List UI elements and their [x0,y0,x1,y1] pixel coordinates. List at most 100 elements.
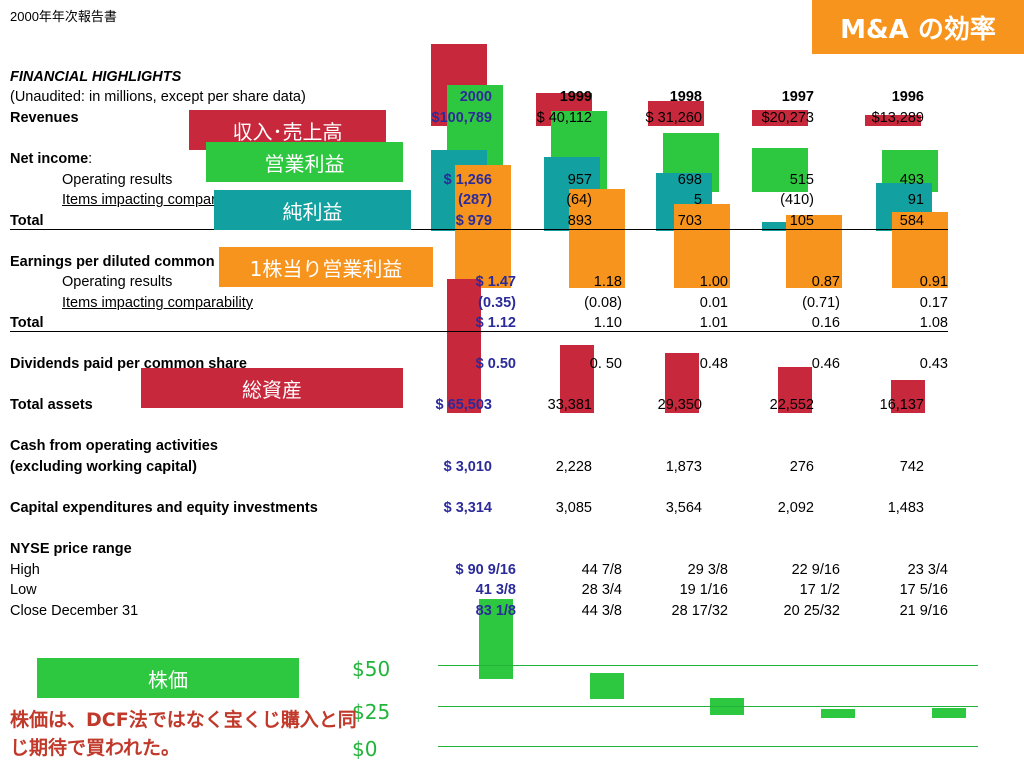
label-op-income: 営業利益 [206,142,403,182]
cell-assets-1996: 16,137 [879,397,924,413]
label-net-income: 純利益 [214,190,411,230]
bar-revenue-1997 [752,109,808,126]
cell-eps-op-1997: 0.87 [811,274,840,290]
bar-assets-1996 [891,379,925,413]
cell-eps-op-1999: 1.18 [593,274,622,290]
cell-items-1998: 5 [693,192,702,208]
cell-eps-total-1996: 1.08 [919,315,948,331]
cell-total-1996: 584 [899,213,924,229]
cell-capex-1999: 3,085 [555,500,592,516]
row-label-items: Items impacting comparability [62,192,253,208]
cell-eps-items-1997: (0.71) [802,295,840,311]
cell-assets-1998: 29,350 [657,397,702,413]
cell-low-2000: 41 3/8 [475,582,516,598]
bar-eps-op-1997 [786,215,842,288]
row-label-eps: Earnings per diluted common share [10,254,258,270]
bar-eps-op-2000 [455,165,511,288]
bar-revenue-1996 [865,115,921,126]
cell-low-1998: 19 1/16 [679,582,728,598]
cell-cash-l2-2000: $ 3,010 [443,459,492,475]
bar-stock-range-1996 [932,707,966,718]
bar-assets-1999 [560,344,594,413]
price-tick-25: $25 [352,700,391,724]
price-gridline-25 [438,706,978,707]
cell-op-results-1999: 957 [567,172,592,188]
row-label-eps-total: Total [10,315,44,331]
row-label-close: Close December 31 [10,603,139,619]
cell-low-1999: 28 3/4 [581,582,622,598]
title-badge: M&A の効率 [812,0,1024,54]
row-label-total: Total [10,213,44,229]
cell-dividends-1998: 0.48 [699,356,728,372]
cell-cash-l2-1999: 2,228 [555,459,592,475]
cell-items-1999: (64) [566,192,592,208]
row-label-nyse: NYSE price range [10,541,132,557]
cell-revenues-2000: $100,789 [431,110,492,126]
cell-eps-total-1999: 1.10 [593,315,622,331]
cell-cash-l2-1998: 1,873 [665,459,702,475]
cell-revenues-1998: $ 31,260 [645,110,702,126]
cell-eps-total-2000: $ 1.12 [475,315,516,331]
cell-total-1997: 105 [789,213,814,229]
cell-eps-items-2000: (0.35) [478,295,516,311]
price-tick-50: $50 [352,657,391,681]
cell-capex-1996: 1,483 [887,500,924,516]
cell-total-2000: $ 979 [455,213,492,229]
bar-stock-range-1999 [590,673,624,700]
cell-low-1996: 17 5/16 [899,582,948,598]
year-1996: 1996 [891,89,924,105]
cell-close-1996: 21 9/16 [899,603,948,619]
cell-items-2000: (287) [458,192,492,208]
section-title: FINANCIAL HIGHLIGHTS [10,69,182,85]
cell-assets-1999: 33,381 [547,397,592,413]
year-1999: 1999 [559,89,592,105]
cell-capex-1997: 2,092 [777,500,814,516]
bar-eps-op-1998 [674,204,730,288]
row-label-capex: Capital expenditures and equity investme… [10,500,318,516]
cell-revenues-1999: $ 40,112 [536,110,592,126]
cell-items-1996: 91 [907,192,924,208]
cell-high-1999: 44 7/8 [581,562,622,578]
year-1998: 1998 [669,89,702,105]
row-label-revenues: Revenues [10,110,79,126]
row-label-high: High [10,562,40,578]
label-eps-op: 1株当り営業利益 [219,247,433,287]
price-gridline-50 [438,665,978,666]
cell-items-1997: (410) [780,192,814,208]
cell-eps-items-1998: 0.01 [699,295,728,311]
cell-high-1997: 22 9/16 [791,562,840,578]
footnote: 株価は、DCF法ではなく宝くじ購入と同じ期待で買われた。 [10,709,357,759]
bar-assets-1998 [665,352,699,413]
cell-dividends-2000: $ 0.50 [475,356,516,372]
bar-assets-1997 [778,366,812,413]
bar-assets-2000 [447,279,481,413]
row-label-eps-op: Operating results [62,274,173,290]
row-label-op-results: Operating results [62,172,173,188]
cell-total-1998: 703 [677,213,702,229]
bar-revenue-1998 [648,100,704,126]
cell-eps-total-1997: 0.16 [811,315,840,331]
subtitle: (Unaudited: in millions, except per shar… [10,89,306,105]
cell-close-1997: 20 25/32 [783,603,840,619]
cell-op-results-2000: $ 1,266 [443,172,492,188]
cell-close-2000: 83 1/8 [475,603,516,619]
cell-total-1999: 893 [567,213,592,229]
cell-eps-items-1996: 0.17 [919,295,948,311]
cell-eps-total-1998: 1.01 [699,315,728,331]
label-stock: 株価 [37,658,299,698]
cell-assets-1997: 22,552 [769,397,814,413]
cell-revenues-1997: $20,273 [761,110,814,126]
year-2000: 2000 [459,89,492,105]
cell-op-results-1996: 493 [899,172,924,188]
bar-stock-range-1997 [821,709,855,718]
cell-close-1998: 28 17/32 [671,603,728,619]
cell-dividends-1997: 0.46 [811,356,840,372]
row-label-low: Low [10,582,37,598]
row-label-eps-items: Items impacting comparability [62,295,253,311]
cell-eps-op-2000: $ 1.47 [475,274,516,290]
label-assets: 総資産 [141,368,403,408]
cell-eps-items-1999: (0.08) [584,295,622,311]
cell-cash-l2-1996: 742 [899,459,924,475]
cell-high-1996: 23 3/4 [907,562,948,578]
cell-dividends-1999: 0. 50 [589,356,622,372]
